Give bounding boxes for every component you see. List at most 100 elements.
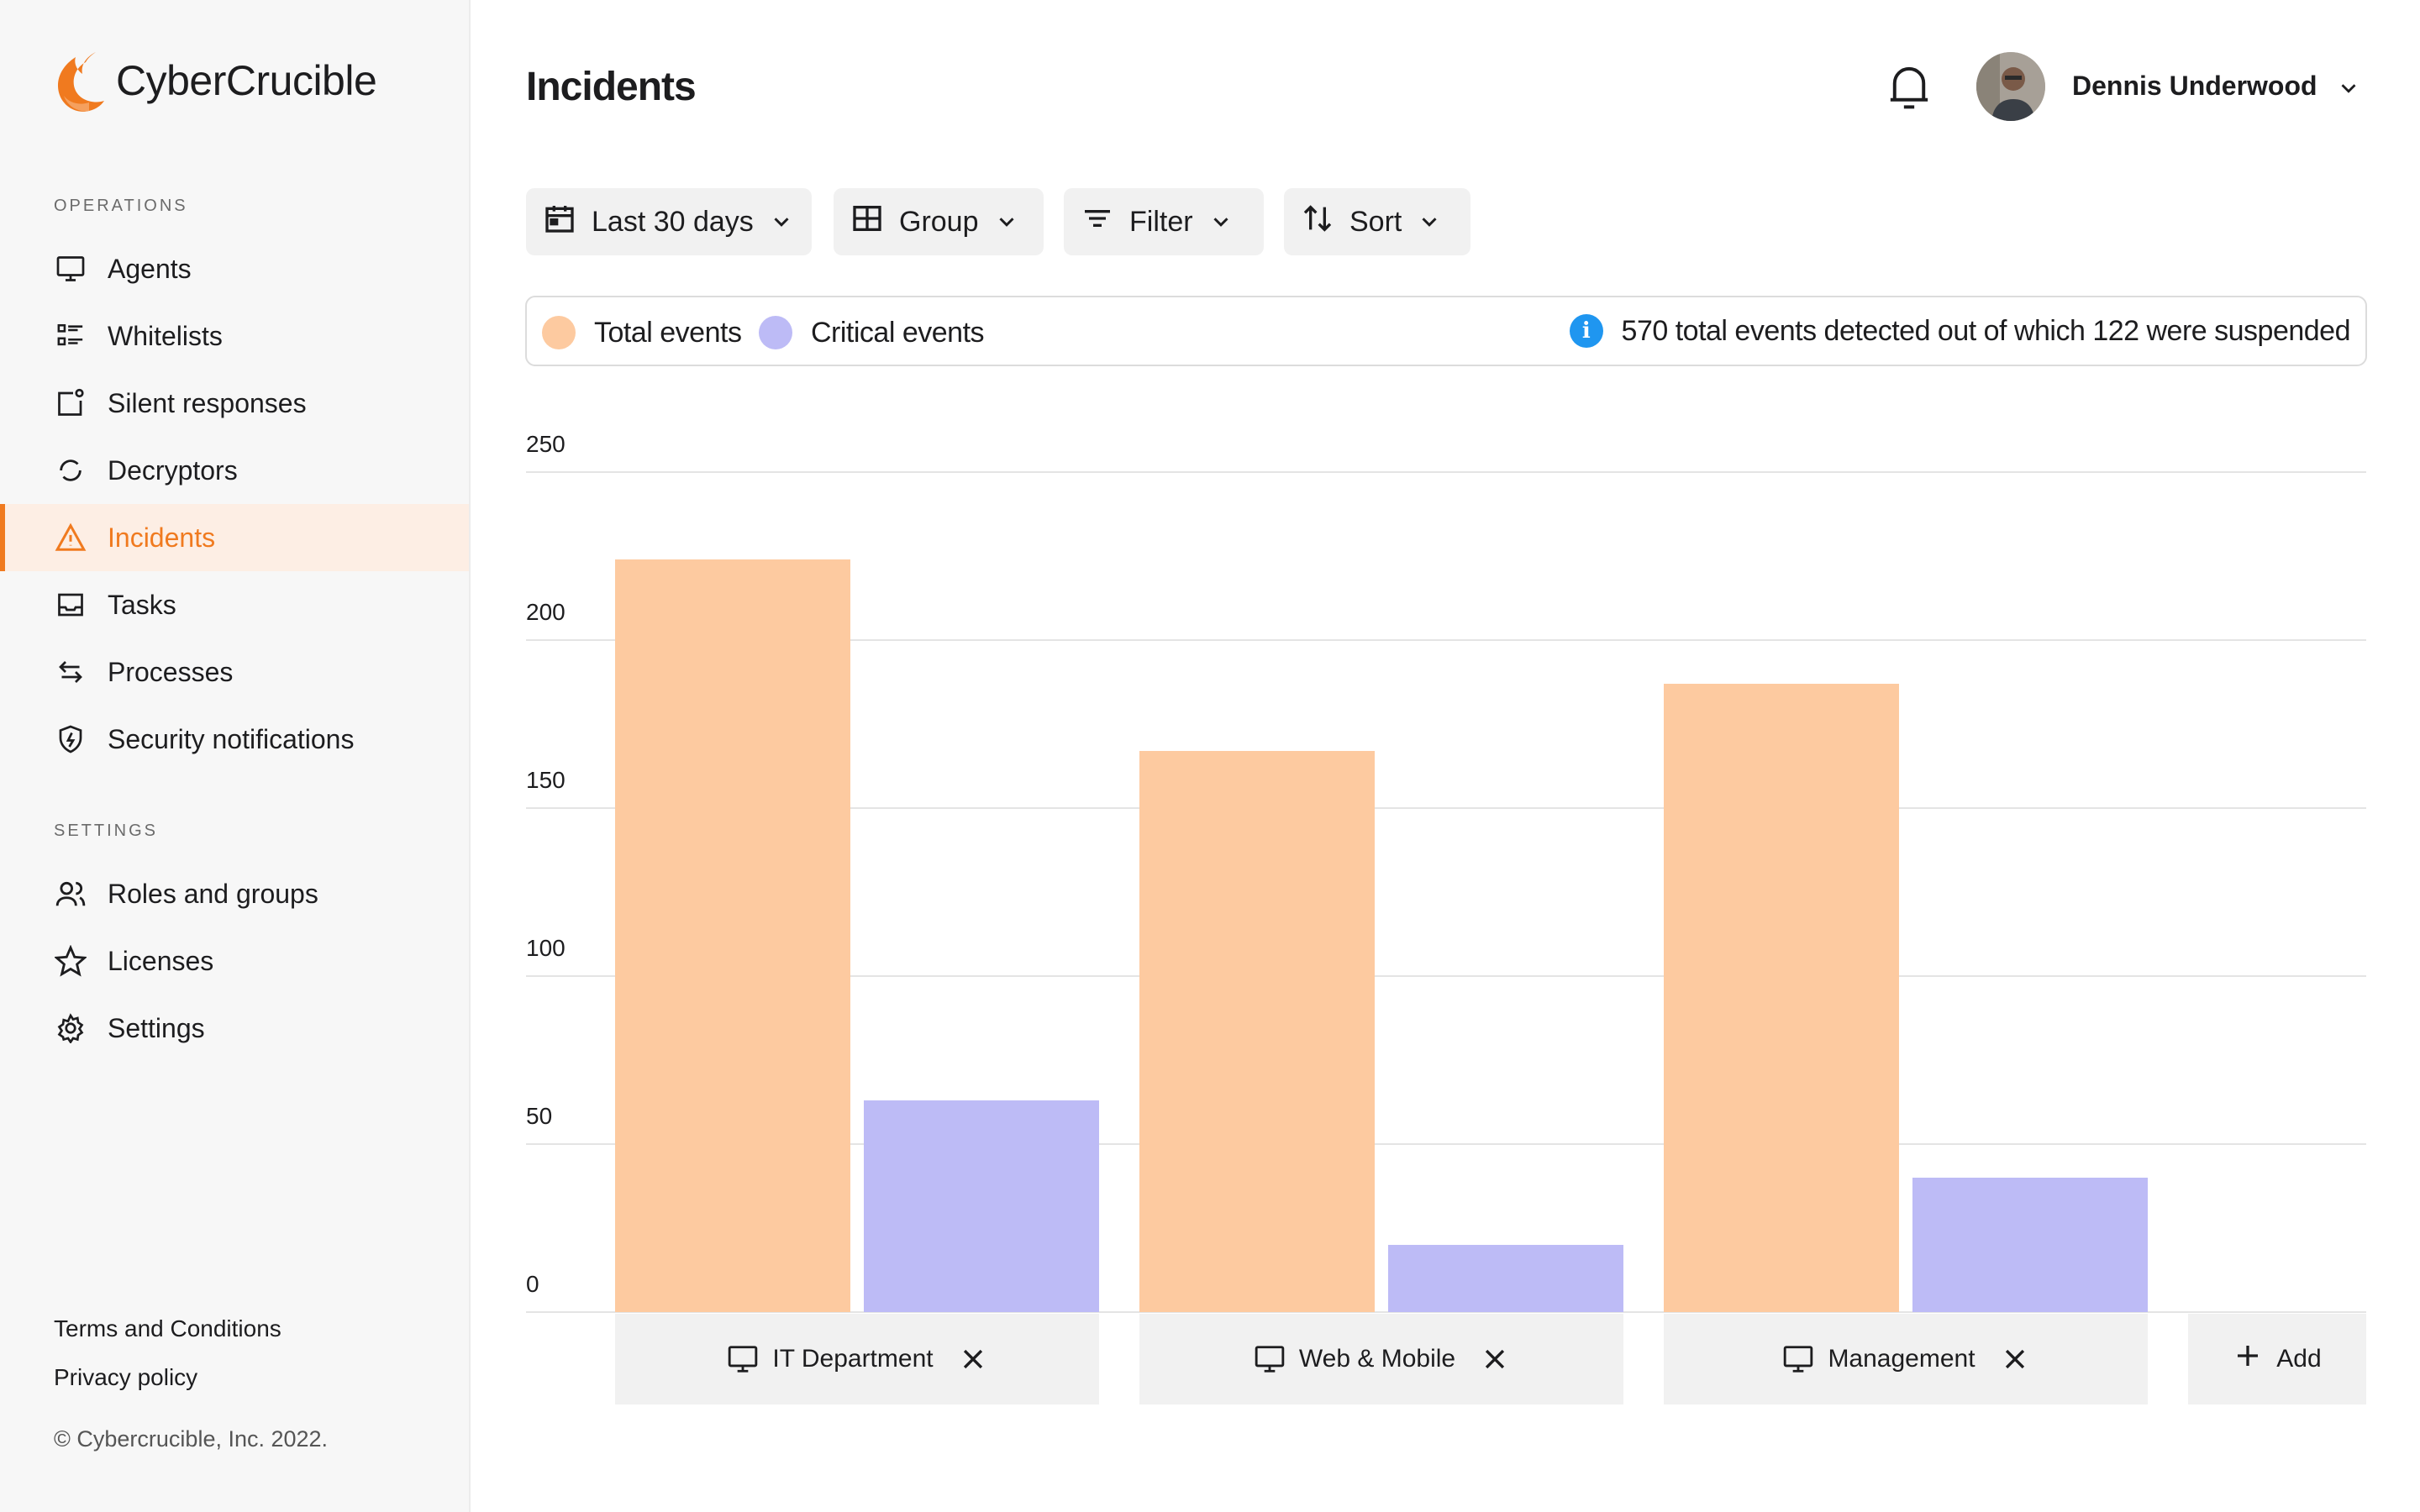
sidebar-item-incidents[interactable]: Incidents xyxy=(0,504,469,571)
y-tick-label: 50 xyxy=(526,1103,552,1129)
inbox-icon xyxy=(54,588,87,622)
settings-section-title: SETTINGS xyxy=(54,822,159,840)
bar-critical-it-department[interactable] xyxy=(864,1100,1099,1312)
refresh-icon xyxy=(54,454,87,487)
copyright-text: © Cybercrucible, Inc. 2022. xyxy=(54,1426,329,1452)
chevron-down-icon xyxy=(1208,209,1234,234)
sidebar-item-silent-responses[interactable]: Silent responses xyxy=(0,370,469,437)
user-name[interactable]: Dennis Underwood xyxy=(2072,71,2317,101)
terms-link[interactable]: Terms and Conditions xyxy=(54,1315,281,1341)
y-tick-label: 250 xyxy=(526,431,566,457)
page-title: Incidents xyxy=(526,65,697,109)
silent-response-icon xyxy=(54,386,87,420)
logo[interactable]: CyberCrucible xyxy=(52,47,377,114)
group-button[interactable]: Group xyxy=(834,188,1044,255)
users-icon xyxy=(54,877,87,911)
events-summary: i 570 total events detected out of which… xyxy=(1569,314,2351,348)
sort-label: Sort xyxy=(1349,205,1402,238)
add-group-button[interactable]: Add xyxy=(2188,1314,2366,1404)
flame-logo-icon xyxy=(57,52,104,112)
sidebar-item-whitelists[interactable]: Whitelists xyxy=(0,302,469,370)
monitor-icon xyxy=(1254,1343,1286,1375)
sidebar-item-label: Licenses xyxy=(108,945,214,976)
filter-button[interactable]: Filter xyxy=(1064,188,1264,255)
date-range-button[interactable]: Last 30 days xyxy=(526,188,812,255)
group-tab-management[interactable]: Management xyxy=(1664,1314,2148,1404)
sidebar-item-decryptors[interactable]: Decryptors xyxy=(0,437,469,504)
operations-section-title: OPERATIONS xyxy=(54,197,188,215)
gear-icon xyxy=(54,1011,87,1045)
sort-icon xyxy=(1301,202,1334,243)
sidebar-item-label: Incidents xyxy=(108,522,216,553)
bar-total-management[interactable] xyxy=(1664,684,1899,1312)
legend-critical-events[interactable]: Critical events xyxy=(759,316,985,349)
group-tab-label: Management xyxy=(1828,1345,1975,1373)
sidebar-item-label: Roles and groups xyxy=(108,878,318,909)
monitor-icon xyxy=(1782,1343,1814,1375)
group-tab-it-department[interactable]: IT Department xyxy=(615,1314,1099,1404)
close-icon[interactable] xyxy=(1481,1345,1509,1373)
sidebar-item-label: Silent responses xyxy=(108,387,307,418)
group-tab-label: IT Department xyxy=(772,1345,934,1373)
group-label: Group xyxy=(899,205,979,238)
bar-critical-web-mobile[interactable] xyxy=(1388,1245,1623,1312)
warning-icon xyxy=(54,521,87,554)
sidebar-item-security-notifications[interactable]: Security notifications xyxy=(0,706,469,773)
sort-button[interactable]: Sort xyxy=(1284,188,1470,255)
avatar[interactable] xyxy=(1976,52,2045,121)
group-tab-web-mobile[interactable]: Web & Mobile xyxy=(1139,1314,1623,1404)
brand-name: CyberCrucible xyxy=(116,57,377,104)
y-tick-label: 100 xyxy=(526,935,566,961)
sidebar-item-settings[interactable]: Settings xyxy=(0,995,469,1062)
chevron-down-icon[interactable] xyxy=(2336,76,2361,101)
chevron-down-icon xyxy=(769,209,794,234)
monitor-icon xyxy=(54,252,87,286)
chevron-down-icon xyxy=(1417,209,1442,234)
sidebar: CyberCrucible OPERATIONS Agents Whitelis… xyxy=(0,0,471,1512)
sidebar-item-label: Whitelists xyxy=(108,320,223,351)
filter-icon xyxy=(1081,202,1114,243)
notifications-bell-icon[interactable] xyxy=(1884,60,1934,114)
shield-icon xyxy=(54,722,87,756)
group-tab-label: Web & Mobile xyxy=(1298,1345,1456,1373)
plus-icon xyxy=(2233,1341,2263,1378)
calendar-icon xyxy=(543,202,576,243)
star-icon xyxy=(54,944,87,978)
sidebar-item-label: Security notifications xyxy=(108,723,355,754)
legend-label: Total events xyxy=(594,316,742,349)
sidebar-item-tasks[interactable]: Tasks xyxy=(0,571,469,638)
legend-swatch-total xyxy=(542,316,576,349)
sidebar-item-label: Agents xyxy=(108,253,192,284)
sidebar-item-label: Decryptors xyxy=(108,454,238,486)
sidebar-item-agents[interactable]: Agents xyxy=(0,235,469,302)
grid-icon xyxy=(850,202,884,243)
swap-arrows-icon xyxy=(54,655,87,689)
sidebar-item-label: Tasks xyxy=(108,589,176,620)
bar-total-web-mobile[interactable] xyxy=(1139,751,1375,1312)
privacy-link[interactable]: Privacy policy xyxy=(54,1364,198,1390)
info-icon: i xyxy=(1569,314,1603,348)
bar-total-it-department[interactable] xyxy=(615,559,850,1312)
monitor-icon xyxy=(727,1343,759,1375)
legend-label: Critical events xyxy=(811,316,985,349)
y-tick-label: 0 xyxy=(526,1271,539,1297)
y-tick-label: 150 xyxy=(526,767,566,793)
legend-total-events[interactable]: Total events xyxy=(542,316,742,349)
date-range-label: Last 30 days xyxy=(592,205,754,238)
sidebar-item-label: Settings xyxy=(108,1012,205,1043)
close-icon[interactable] xyxy=(959,1345,987,1373)
sidebar-item-licenses[interactable]: Licenses xyxy=(0,927,469,995)
bar-critical-management[interactable] xyxy=(1912,1178,2148,1312)
chevron-down-icon xyxy=(994,209,1019,234)
legend-swatch-critical xyxy=(759,316,792,349)
add-label: Add xyxy=(2276,1345,2322,1373)
chart-legend-bar: Total events Critical events i 570 total… xyxy=(525,296,2367,366)
sidebar-item-label: Processes xyxy=(108,656,234,687)
y-tick-label: 200 xyxy=(526,599,566,625)
filter-label: Filter xyxy=(1129,205,1193,238)
close-icon[interactable] xyxy=(2001,1345,2029,1373)
sidebar-item-processes[interactable]: Processes xyxy=(0,638,469,706)
list-icon xyxy=(54,319,87,353)
events-summary-text: 570 total events detected out of which 1… xyxy=(1621,314,2351,347)
sidebar-item-roles-and-groups[interactable]: Roles and groups xyxy=(0,860,469,927)
